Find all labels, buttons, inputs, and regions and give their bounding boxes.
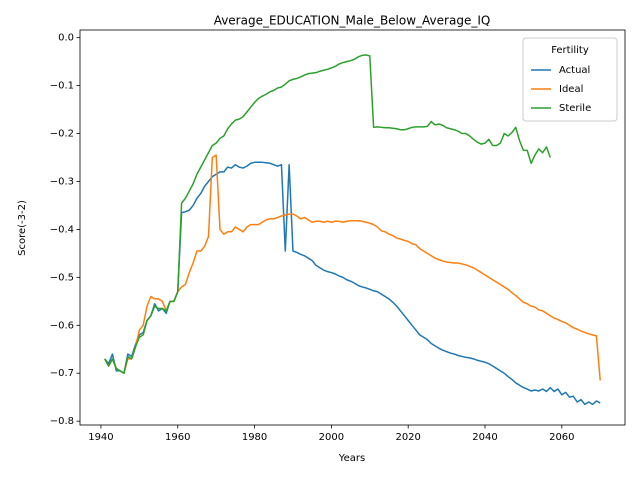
y-tick-label: −0.5: [50, 272, 74, 283]
y-tick-label: −0.1: [50, 81, 74, 92]
x-tick-label: 1980: [242, 432, 267, 443]
y-axis-label: Score(-3-2): [17, 200, 28, 256]
legend-label: Actual: [559, 65, 590, 76]
x-tick-label: 1960: [165, 432, 190, 443]
y-tick-label: −0.3: [50, 176, 74, 187]
plot-frame: [79, 29, 626, 426]
x-tick-label: 2000: [319, 432, 344, 443]
chart-title: Average_EDUCATION_Male_Below_Average_IQ: [214, 14, 491, 28]
x-axis-label: Years: [338, 453, 365, 464]
x-tick-label: 2020: [395, 432, 420, 443]
line-series: [104, 161, 601, 406]
line-series: [104, 154, 601, 381]
y-tick-label: −0.6: [50, 320, 74, 331]
legend-frame: [522, 37, 618, 122]
legend-label: Sterile: [559, 103, 591, 114]
legend-title: Fertility: [551, 45, 589, 56]
y-tick-label: −0.4: [50, 224, 74, 235]
y-tick-label: −0.7: [50, 368, 74, 379]
x-tick-label: 2040: [472, 432, 497, 443]
x-tick-label: 1940: [88, 432, 113, 443]
legend-label: Ideal: [559, 84, 583, 95]
x-tick-label: 2060: [549, 432, 574, 443]
legend: Fertility Actual Ideal Sterile: [522, 37, 618, 122]
y-tick-label: −0.8: [50, 416, 74, 427]
line-series: [104, 54, 552, 374]
y-tick-label: −0.2: [50, 129, 74, 140]
y-tick-label: 0.0: [58, 33, 74, 44]
